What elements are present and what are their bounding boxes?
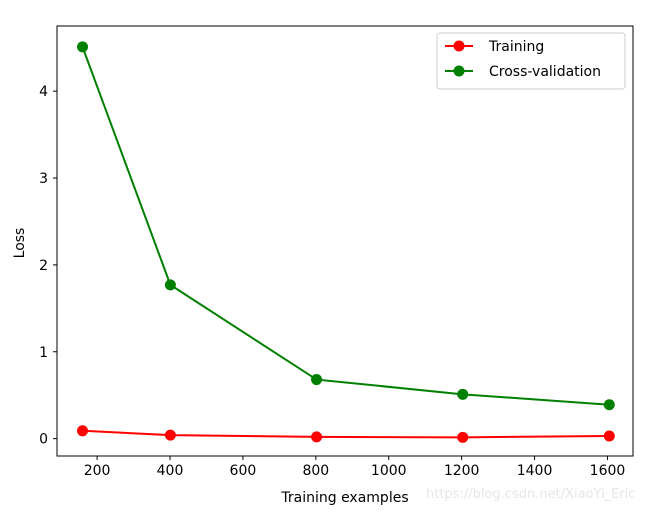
x-tick-label: 1200 [444, 463, 480, 479]
x-tick-label: 200 [84, 463, 111, 479]
plot-frame [56, 25, 634, 457]
series-line-training [82, 429, 610, 439]
data-point-training [77, 425, 89, 437]
data-point-cross-validation [164, 279, 176, 291]
x-tick-label: 800 [302, 463, 329, 479]
x-tick-label: 600 [230, 463, 257, 479]
data-point-cross-validation [311, 374, 323, 386]
data-point-training [603, 430, 615, 442]
y-tick-label: 2 [39, 258, 48, 274]
x-tick-label: 1400 [517, 463, 553, 479]
legend-label-training: Training [488, 39, 544, 55]
data-point-cross-validation [77, 41, 89, 53]
series-line-cross-validation [81, 46, 610, 406]
y-tick-label: 1 [39, 345, 48, 361]
data-point-cross-validation [457, 388, 469, 400]
legend-marker-training [453, 40, 465, 52]
x-tick-label: 400 [157, 463, 184, 479]
data-point-cross-validation [603, 399, 615, 411]
y-axis-title: Loss [12, 228, 28, 259]
y-tick-label: 0 [39, 432, 48, 448]
legend-marker-cross-validation [453, 65, 465, 77]
plot-layer [77, 41, 615, 443]
x-axis-title: Training examples [280, 490, 408, 506]
data-point-training [311, 431, 323, 443]
watermark: https://blog.csdn.net/XiaoYi_Eric [426, 487, 636, 502]
data-point-training [164, 429, 176, 441]
x-tick-label: 1000 [371, 463, 407, 479]
axes-layer: 200 400 600 800 1000 1200 1400 1600 0 1 2 3 4 [39, 84, 625, 479]
legend: Training Cross-validation [436, 32, 626, 90]
data-point-training [457, 431, 469, 443]
legend-box [436, 32, 626, 90]
y-tick-label: 3 [39, 171, 48, 187]
x-tick-label: 1600 [590, 463, 626, 479]
y-tick-label: 4 [39, 84, 48, 100]
legend-label-cross-validation: Cross-validation [489, 64, 601, 80]
